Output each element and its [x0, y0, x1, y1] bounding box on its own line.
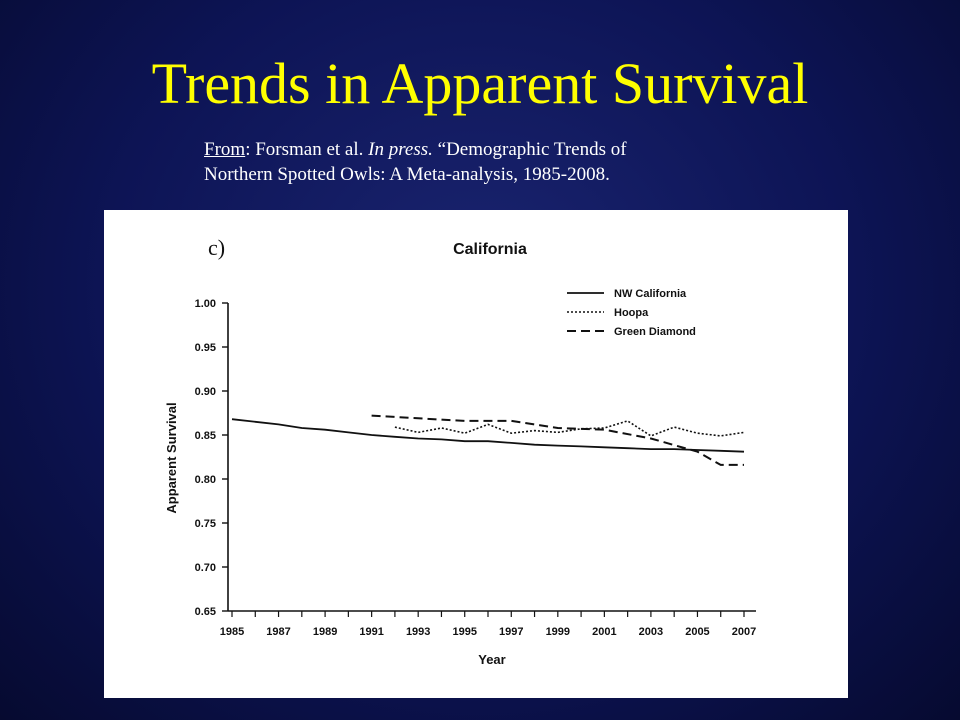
- y-tick-label: 0.75: [195, 518, 216, 530]
- legend-label: Hoopa: [614, 307, 649, 319]
- x-tick-label: 1997: [499, 626, 523, 638]
- legend-label: Green Diamond: [614, 326, 696, 338]
- panel-label: c): [208, 235, 225, 260]
- source-part2: “Demographic Trends of: [432, 139, 627, 160]
- x-tick-label: 2001: [592, 626, 616, 638]
- chart-axes: 0.65 0.70 0.75 0.80 0.85 0.90 0.95 1.00 1985 1987…: [195, 298, 757, 638]
- chart-series: [231, 414, 745, 466]
- x-tick-label: 2003: [639, 626, 663, 638]
- y-tick-label: 0.85: [195, 430, 216, 442]
- slide-title: Trends in Apparent Survival: [151, 51, 809, 116]
- y-tick-label: 1.00: [195, 298, 216, 310]
- source-part1: : Forsman et al.: [245, 139, 369, 160]
- x-tick-label: 1987: [266, 626, 290, 638]
- y-tick-label: 0.70: [195, 562, 216, 574]
- x-tick-label: 1985: [220, 626, 244, 638]
- source-citation: From: Forsman et al. In press. “Demograp…: [204, 137, 824, 187]
- x-tick-label: 2005: [685, 626, 709, 638]
- source-in-press: In press.: [368, 139, 433, 160]
- x-tick-label: 1989: [313, 626, 337, 638]
- y-tick-label: 0.80: [195, 474, 216, 486]
- legend-label: NW California: [614, 288, 687, 300]
- source-line2: Northern Spotted Owls: A Meta-analysis, …: [204, 164, 610, 185]
- series-line-nw-california: [231, 418, 745, 453]
- y-tick-label: 0.95: [195, 342, 216, 354]
- y-axis-label: Apparent Survival: [164, 402, 179, 513]
- chart-legend: NW California Hoopa Green Diamond: [567, 288, 696, 338]
- x-axis-label: Year: [478, 652, 505, 667]
- survival-chart: c) California 0.650.700.750.800.850.900.…: [164, 235, 757, 667]
- x-tick-label: 2007: [732, 626, 756, 638]
- chart-title: California: [453, 241, 527, 258]
- x-tick-label: 1993: [406, 626, 430, 638]
- y-tick-label: 0.65: [195, 606, 216, 618]
- y-tick-label: 0.90: [195, 386, 216, 398]
- x-tick-label: 1991: [359, 626, 383, 638]
- x-tick-label: 1999: [546, 626, 570, 638]
- x-tick-label: 1995: [452, 626, 476, 638]
- series-line-green-diamond: [371, 414, 744, 466]
- chart-figure: c) California 0.65 0.70 0.75 0.80 0.85 0.90 0.…: [104, 210, 848, 698]
- source-prefix: From: [204, 139, 246, 160]
